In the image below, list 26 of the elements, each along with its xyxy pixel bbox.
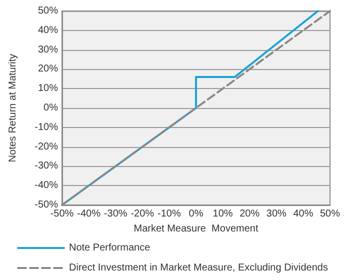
x-tick-label: 0% (188, 208, 204, 220)
x-tick-label: -50% (50, 208, 74, 220)
y-tick-label: -20% (34, 141, 58, 152)
x-tick-label: 10% (212, 208, 233, 220)
x-tick-label: 50% (320, 208, 340, 220)
y-axis-title: Notes Return at Maturity (8, 54, 18, 162)
x-tick-label: -20% (130, 208, 154, 220)
y-tick-label: 30% (38, 44, 58, 56)
x-tick-label: 30% (266, 208, 287, 220)
legend-label: Note Performance (69, 242, 151, 254)
x-axis-title: Market Measure Movement (134, 223, 258, 234)
y-tick-label: 50% (38, 6, 58, 16)
y-tick-label: 40% (38, 24, 58, 36)
legend-label: Direct Investment in Market Measure, Excluding Dividends (69, 262, 328, 274)
y-tick-label: -10% (34, 122, 58, 133)
x-tick-label: -10% (158, 208, 181, 220)
y-tick-label: 20% (38, 64, 58, 75)
y-tick-label: -40% (34, 180, 58, 192)
y-tick-label: 10% (38, 83, 58, 94)
x-tick-label: 20% (240, 208, 260, 220)
x-tick-label: -40% (77, 208, 101, 220)
y-tick-label: -50% (34, 200, 58, 210)
x-tick-label: -30% (104, 208, 128, 220)
y-tick-label: 0% (44, 102, 58, 114)
x-tick-label: 40% (293, 208, 314, 220)
y-tick-label: -30% (34, 160, 58, 172)
